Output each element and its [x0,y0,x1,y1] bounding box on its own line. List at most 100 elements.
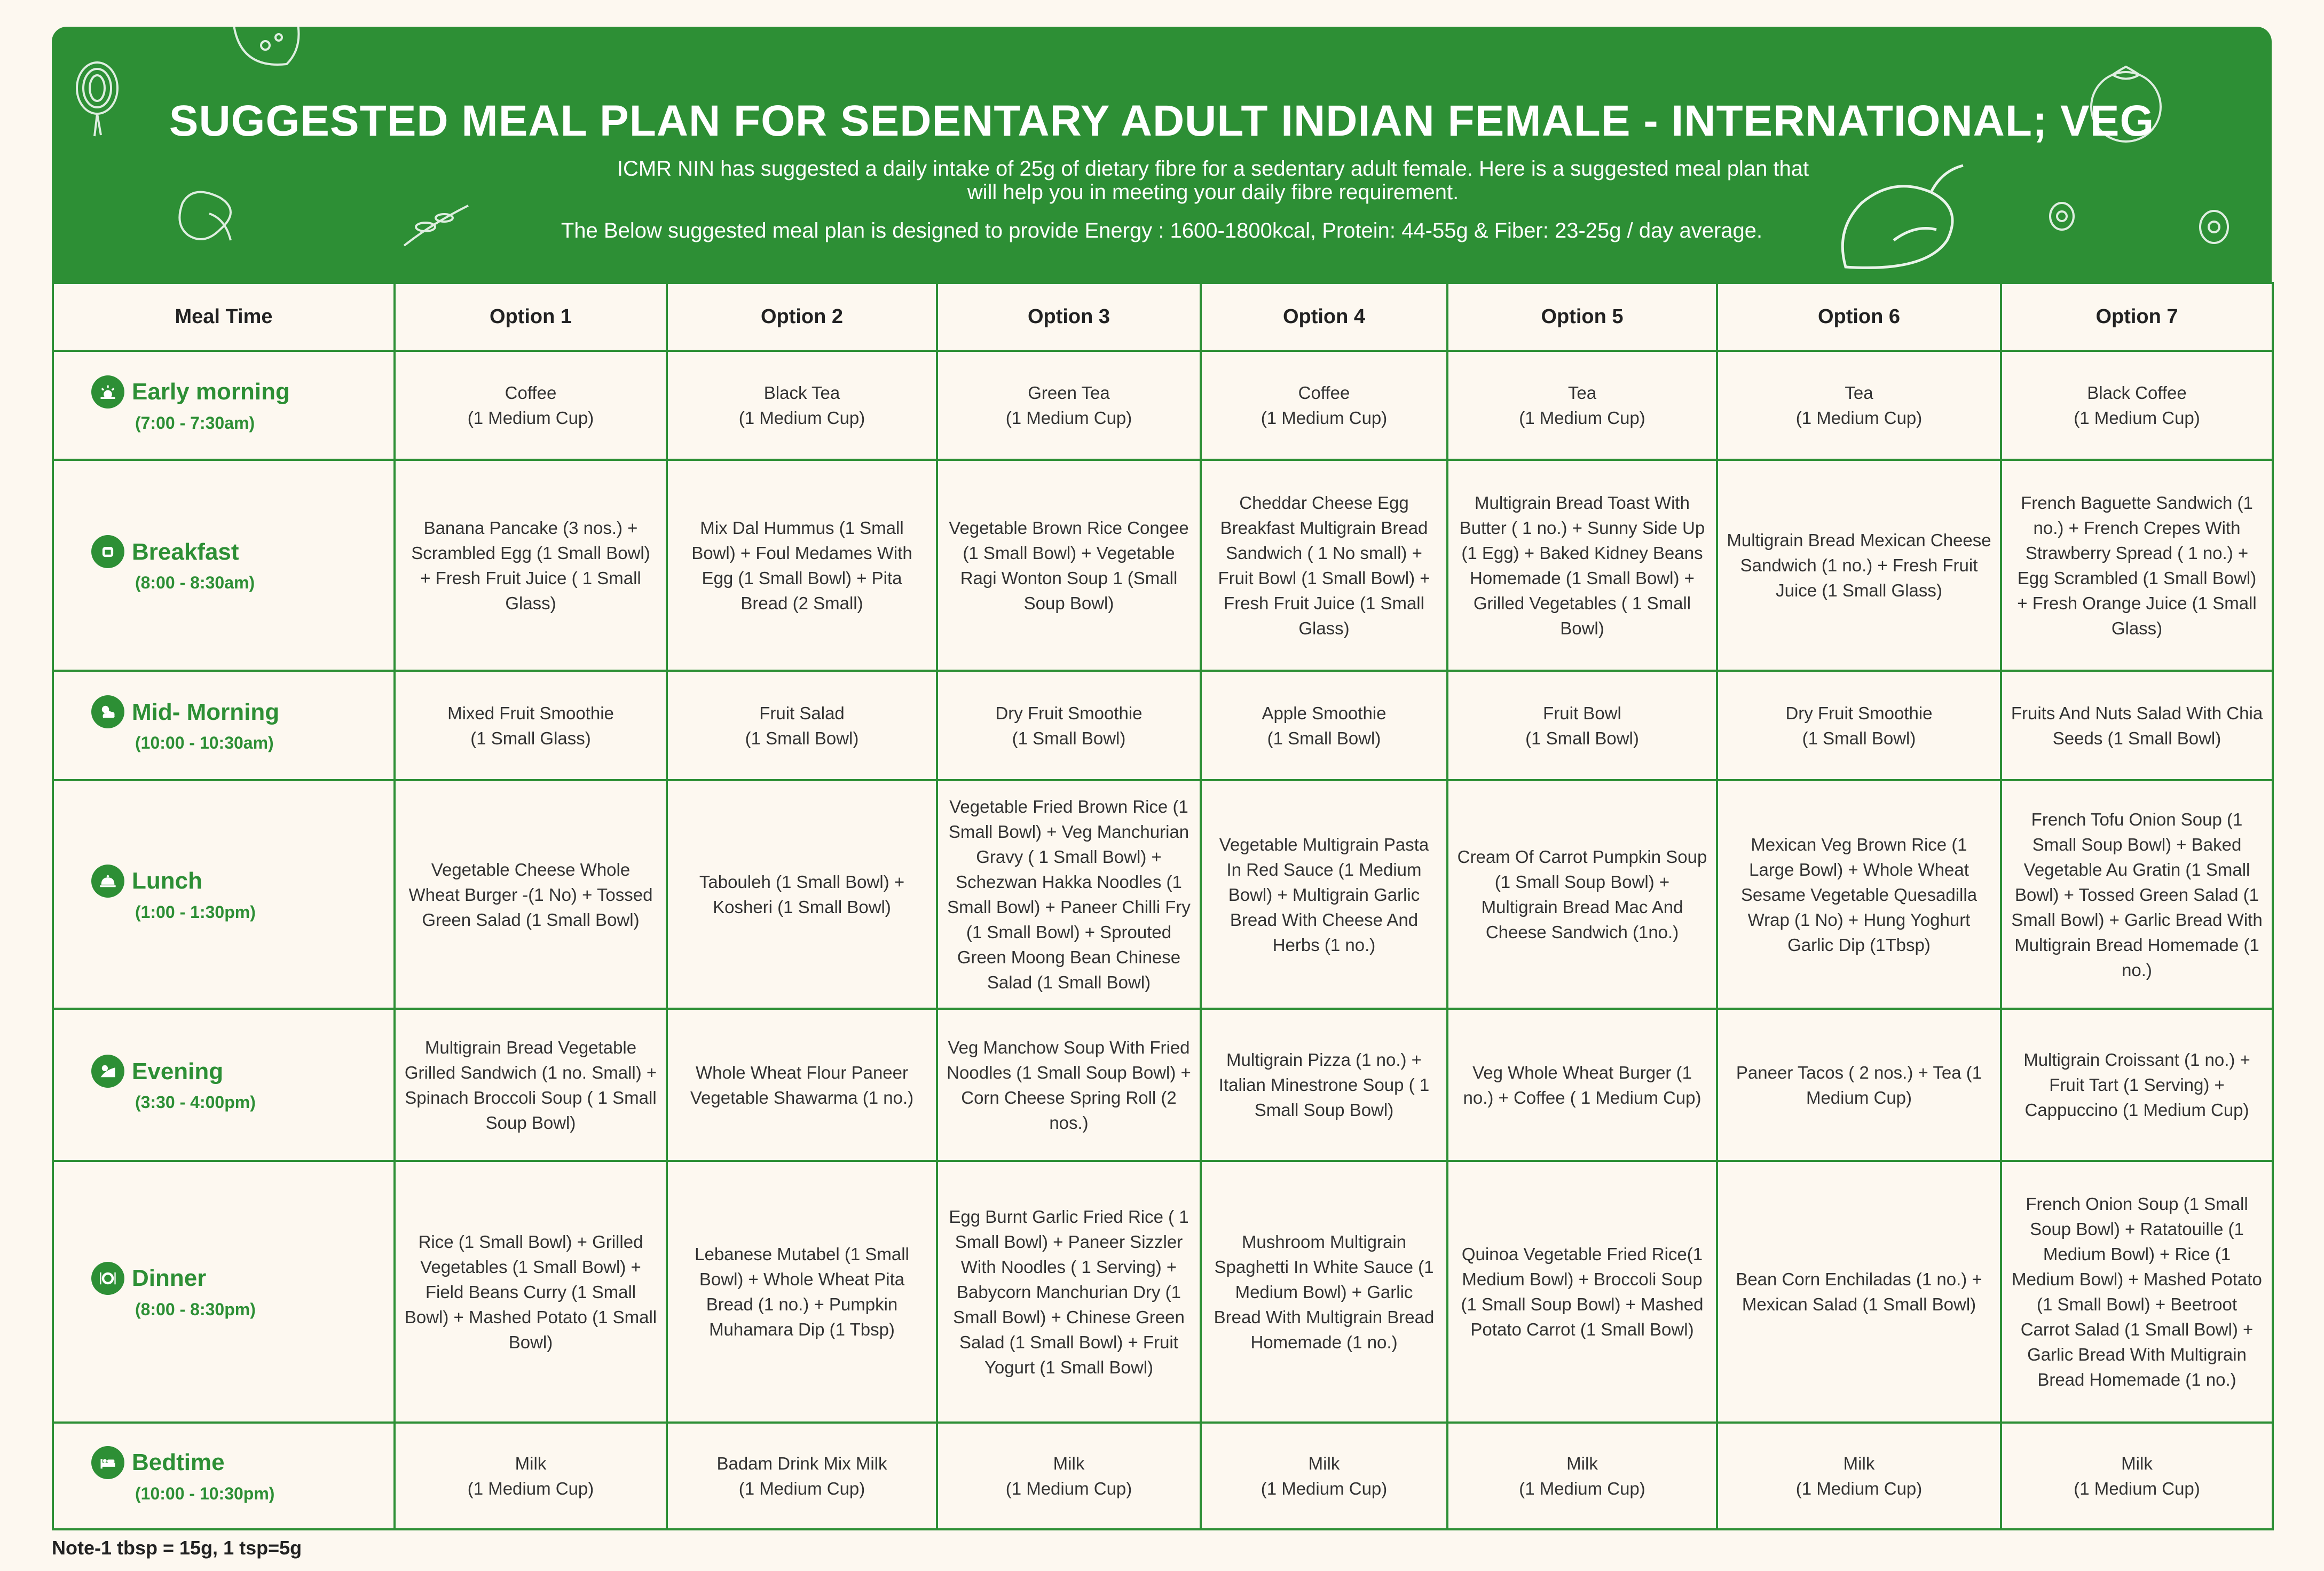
cloche-icon [91,864,124,898]
column-header-option-1: Option 1 [393,282,668,352]
mushroom-illustration [178,191,232,241]
meal-label: Mid- Morning [91,695,385,728]
meal-option-6-cell: Milk (1 Medium Cup) [1716,1421,2002,1530]
meal-option-1-cell: Vegetable Cheese Whole Wheat Burger -(1 … [393,779,668,1010]
table-row: Breakfast (8:00 - 8:30am) Banana Pancake (… [52,459,2274,672]
meal-label: Lunch [91,864,385,898]
meal-name: Bedtime [132,1449,225,1475]
meal-time-range: (10:00 - 10:30am) [135,733,274,752]
plate-icon [91,1261,124,1295]
table-row: Early morning (7:00 - 7:30am) Coffee (1 Me… [52,350,2274,461]
meal-time-cell: Lunch (1:00 - 1:30pm) [52,779,396,1010]
meal-option-7-cell: Fruits And Nuts Salad With Chia Seeds (1… [2000,670,2274,781]
meal-option-4-cell: Multigrain Pizza (1 no.) + Italian Mines… [1200,1008,1448,1162]
column-header-option-3: Option 3 [936,282,1202,352]
meal-option-1-cell: Banana Pancake (3 nos.) + Scrambled Egg … [393,459,668,672]
column-header-option-4: Option 4 [1200,282,1448,352]
meal-option-5-cell: Quinoa Vegetable Fried Rice(1 Medium Bow… [1446,1160,1718,1424]
meal-name: Early morning [132,379,290,405]
meal-option-3-cell: Vegetable Brown Rice Congee (1 Small Bow… [936,459,1202,672]
meal-time-range: (3:30 - 4:00pm) [135,1093,256,1112]
meal-time-range: (1:00 - 1:30pm) [135,902,256,922]
meal-name: Lunch [132,868,202,894]
meal-label: Early morning [91,375,385,409]
meal-option-7-cell: Milk (1 Medium Cup) [2000,1421,2274,1530]
meal-option-4-cell: Coffee (1 Medium Cup) [1200,350,1448,461]
meal-label: Dinner [91,1261,385,1295]
onion-illustration [76,61,119,137]
meal-option-6-cell: Dry Fruit Smoothie (1 Small Bowl) [1716,670,2002,781]
meal-option-5-cell: Veg Whole Wheat Burger (1 no.) + Coffee … [1446,1008,1718,1162]
meal-name: Evening [132,1058,224,1085]
meal-option-1-cell: Mixed Fruit Smoothie (1 Small Glass) [393,670,668,781]
bed-icon [91,1446,124,1479]
vegetable-slice-illustration [233,27,300,66]
meal-option-2-cell: Mix Dal Hummus (1 Small Bowl) + Foul Med… [666,459,938,672]
meal-time-range: (7:00 - 7:30am) [135,413,255,433]
column-header-option-2: Option 2 [666,282,938,352]
meal-option-3-cell: Milk (1 Medium Cup) [936,1421,1202,1530]
table-row: Bedtime (10:00 - 10:30pm) Milk (1 Medium C… [52,1421,2274,1530]
table-row: Dinner (8:00 - 8:30pm) Rice (1 Small Bowl)… [52,1160,2274,1424]
table-row: Mid- Morning (10:00 - 10:30am) Mixed Fruit… [52,670,2274,781]
meal-option-1-cell: Rice (1 Small Bowl) + Grilled Vegetables… [393,1160,668,1424]
table-row: Lunch (1:00 - 1:30pm) Vegetable Cheese Who… [52,779,2274,1010]
meal-label: Bedtime [91,1446,385,1479]
meal-option-6-cell: Paneer Tacos ( 2 nos.) + Tea (1 Medium C… [1716,1008,2002,1162]
meal-option-6-cell: Multigrain Bread Mexican Cheese Sandwich… [1716,459,2002,672]
sunset-icon [91,1055,124,1088]
olive-illustration-2 [2199,210,2229,244]
meal-option-7-cell: Multigrain Croissant (1 no.) + Fruit Tar… [2000,1008,2274,1162]
meal-time-range: (10:00 - 10:30pm) [135,1483,275,1503]
meal-option-6-cell: Mexican Veg Brown Rice (1 Large Bowl) + … [1716,779,2002,1010]
meal-option-2-cell: Black Tea (1 Medium Cup) [666,350,938,461]
table-body: Early morning (7:00 - 7:30am) Coffee (1 Me… [52,350,2274,1530]
meal-option-2-cell: Tabouleh (1 Small Bowl) + Kosheri (1 Sma… [666,779,938,1010]
column-header-option-7: Option 7 [2000,282,2274,352]
page-title: SUGGESTED MEAL PLAN FOR SEDENTARY ADULT … [169,97,2155,145]
meal-option-5-cell: Cream Of Carrot Pumpkin Soup (1 Small So… [1446,779,1718,1010]
meal-option-1-cell: Coffee (1 Medium Cup) [393,350,668,461]
meal-option-7-cell: Black Coffee (1 Medium Cup) [2000,350,2274,461]
meal-option-2-cell: Fruit Salad (1 Small Bowl) [666,670,938,781]
meal-option-2-cell: Badam Drink Mix Milk (1 Medium Cup) [666,1421,938,1530]
meal-option-4-cell: Milk (1 Medium Cup) [1200,1421,1448,1530]
meal-plan-card: SUGGESTED MEAL PLAN FOR SEDENTARY ADULT … [52,27,2274,1530]
herb-illustration [403,205,469,247]
meal-option-7-cell: French Onion Soup (1 Small Soup Bowl) + … [2000,1160,2274,1424]
meal-option-6-cell: Bean Corn Enchiladas (1 no.) + Mexican S… [1716,1160,2002,1424]
meal-time-range: (8:00 - 8:30am) [135,573,255,592]
meal-time-cell: Breakfast (8:00 - 8:30am) [52,459,396,672]
meal-option-5-cell: Multigrain Bread Toast With Butter ( 1 n… [1446,459,1718,672]
table-row: Evening (3:30 - 4:00pm) Multigrain Bread V… [52,1008,2274,1162]
table-header-row: Meal Time Option 1 Option 2 Option 3 Option … [52,282,2274,352]
page-subtitle: ICMR NIN has suggested a daily intake of… [617,157,1809,204]
capsicum-illustration [1841,164,1964,269]
meal-time-cell: Bedtime (10:00 - 10:30pm) [52,1421,396,1530]
meal-option-3-cell: Vegetable Fried Brown Rice (1 Small Bowl… [936,779,1202,1010]
meal-option-5-cell: Milk (1 Medium Cup) [1446,1421,1718,1530]
meal-option-4-cell: Apple Smoothie (1 Small Bowl) [1200,670,1448,781]
tomato-illustration [2090,65,2162,143]
meal-option-4-cell: Mushroom Multigrain Spaghetti In White S… [1200,1160,1448,1424]
meal-option-4-cell: Vegetable Multigrain Pasta In Red Sauce … [1200,779,1448,1010]
meal-option-7-cell: French Baguette Sandwich (1 no.) + Frenc… [2000,459,2274,672]
meal-name: Breakfast [132,538,239,565]
column-header-meal-time: Meal Time [52,282,396,352]
meal-option-5-cell: Tea (1 Medium Cup) [1446,350,1718,461]
meal-option-3-cell: Veg Manchow Soup With Fried Noodles (1 S… [936,1008,1202,1162]
meal-option-4-cell: Cheddar Cheese Egg Breakfast Multigrain … [1200,459,1448,672]
column-header-option-5: Option 5 [1446,282,1718,352]
sunrise-icon [91,375,124,409]
meal-option-6-cell: Tea (1 Medium Cup) [1716,350,2002,461]
meal-time-cell: Mid- Morning (10:00 - 10:30am) [52,670,396,781]
meal-plan-table: Meal Time Option 1 Option 2 Option 3 Option … [52,282,2274,1530]
footnote: Note-1 tbsp = 15g, 1 tsp=5g [52,1537,302,1559]
column-header-option-6: Option 6 [1716,282,2002,352]
toast-icon [91,535,124,568]
meal-time-range: (8:00 - 8:30pm) [135,1299,256,1319]
meal-option-2-cell: Whole Wheat Flour Paneer Vegetable Shawa… [666,1008,938,1162]
meal-option-3-cell: Green Tea (1 Medium Cup) [936,350,1202,461]
meal-option-3-cell: Egg Burnt Garlic Fried Rice ( 1 Small Bo… [936,1160,1202,1424]
meal-time-cell: Early morning (7:00 - 7:30am) [52,350,396,461]
